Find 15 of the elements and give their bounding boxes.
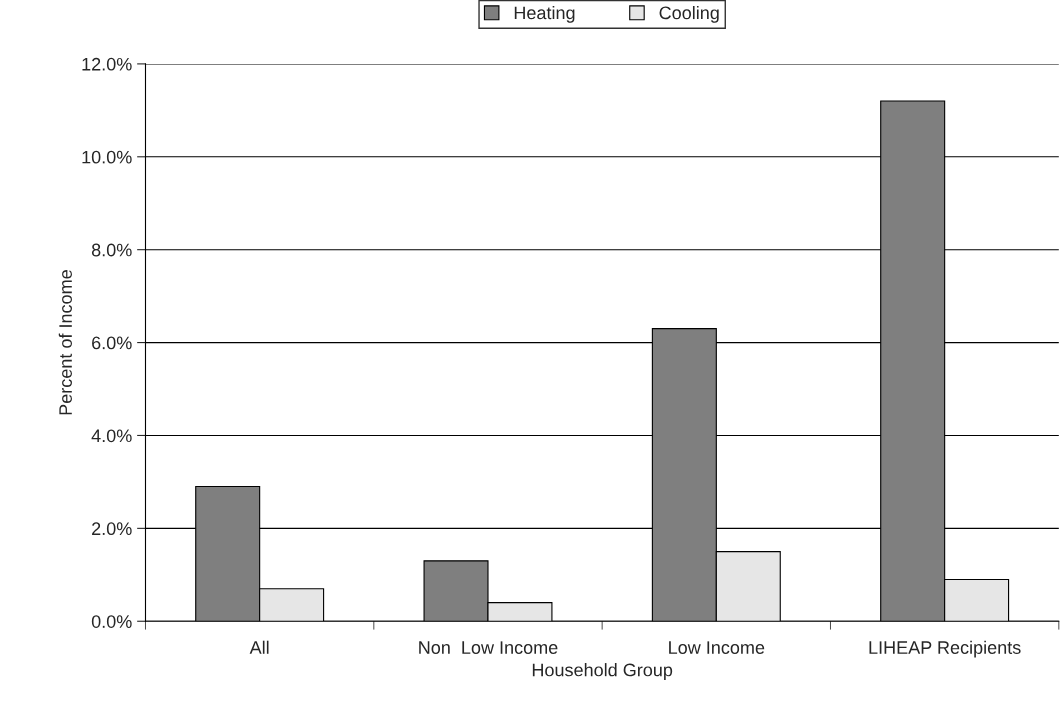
x-tick-label: All (249, 640, 269, 654)
y-tick-label: 0.0% (91, 615, 132, 628)
y-tick-label: 6.0% (92, 336, 132, 350)
x-axis-title: Household Group (532, 663, 673, 680)
x-tick-label: LIHEAP Recipients (869, 640, 1021, 658)
y-tick-label: 8.0% (91, 243, 132, 257)
legend-label: Heating (514, 5, 575, 23)
y-tick-label: 10.0% (82, 150, 132, 164)
y-axis-title: Percent of Income (58, 270, 72, 415)
y-tick-label: 12.0% (82, 57, 132, 71)
legend-label: Cooling (659, 5, 719, 23)
y-tick-label: 2.0% (92, 522, 132, 536)
x-tick-label: Non Low Income (419, 641, 558, 654)
x-tick-label: Low Income (669, 641, 765, 654)
y-tick-label: 4.0% (91, 429, 132, 443)
